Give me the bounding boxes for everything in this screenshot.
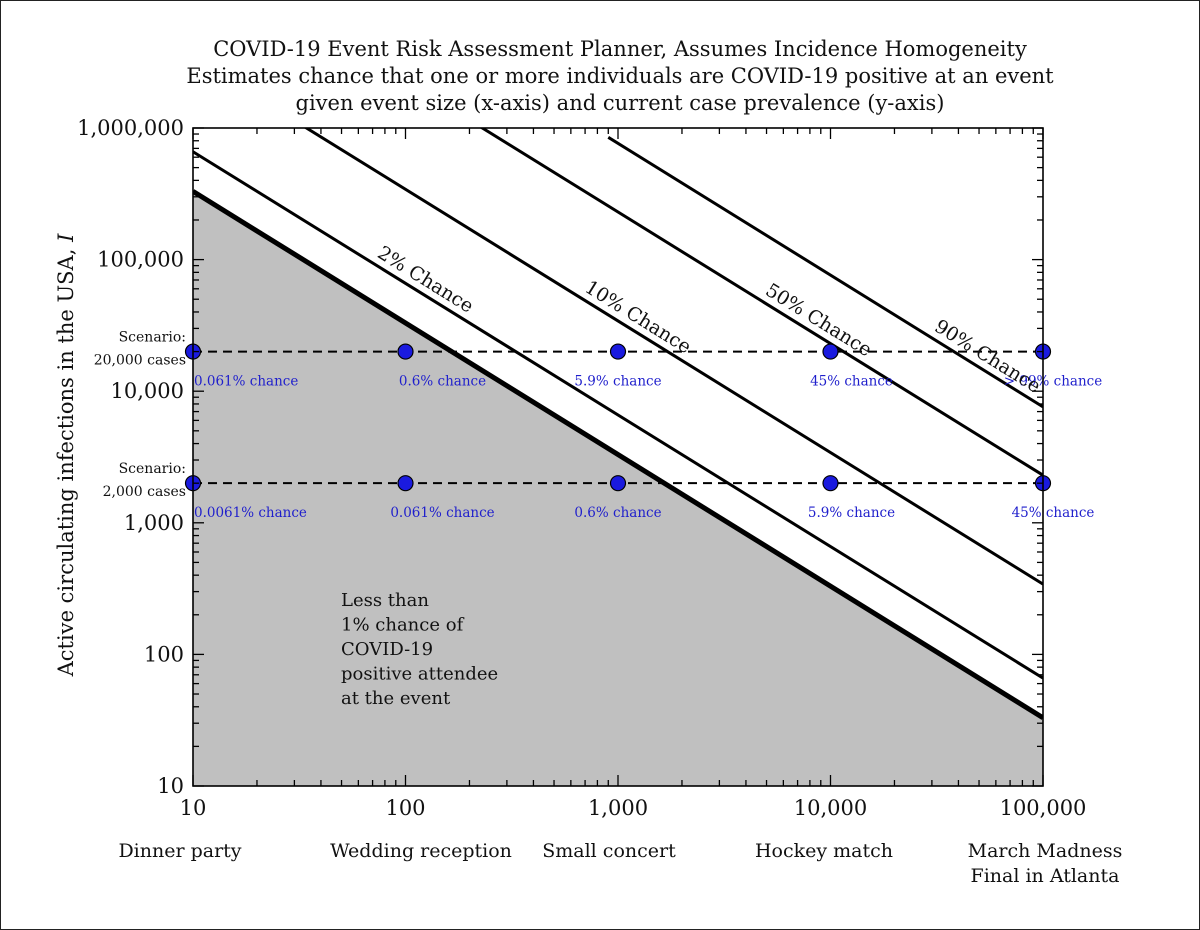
risk-line-10-chance [303, 128, 1043, 586]
scenario-point-label: 0.6% chance [574, 505, 661, 521]
region-note-line: positive attendee [341, 664, 498, 685]
x-tick-label: 10,000 [794, 796, 867, 820]
scenario-point-label: 45% chance [810, 374, 893, 390]
x-tick-label: 10 [180, 796, 207, 820]
event-category-label: Hockey match [755, 840, 893, 862]
risk-line-90-chance [607, 136, 1043, 409]
event-category-label: Wedding reception [330, 840, 512, 862]
scenario-point-label: 5.9% chance [574, 374, 661, 390]
region-note-line: Less than [341, 590, 429, 611]
event-category-label: Final in Atlanta [971, 865, 1120, 887]
risk-line-label: 90% Chance [931, 315, 1045, 397]
scenario-point-label: 0.061% chance [390, 505, 494, 521]
y-axis-label-symbol: I [54, 233, 78, 243]
scenario-point-label: > 99% chance [1004, 374, 1102, 390]
region-note-line: 1% chance of [341, 615, 465, 636]
scenario-point-label: 0.6% chance [399, 374, 486, 390]
risk-line-50-chance [479, 128, 1043, 477]
x-tick-label: 100 [385, 796, 425, 820]
y-tick-label: 10 [157, 774, 184, 798]
x-tick-label: 1,000 [588, 796, 648, 820]
y-tick-label: 100 [144, 642, 184, 666]
scenario-point-label: 45% chance [1012, 505, 1095, 521]
scenario-point [397, 343, 414, 360]
risk-line-2-chance [193, 150, 1043, 680]
event-category-label: Small concert [542, 840, 676, 862]
chart-title-line: COVID-19 Event Risk Assessment Planner, … [213, 37, 1027, 61]
region-note-line: at the event [341, 688, 451, 709]
y-axis-label-text: Active circulating infections in the USA… [54, 242, 78, 677]
scenario-label: 2,000 cases [103, 484, 186, 500]
scenario-point-label: 0.0061% chance [194, 505, 307, 521]
scenario-point-label: 5.9% chance [808, 505, 895, 521]
scenario-label: Scenario: [119, 461, 186, 477]
risk-line-label: 2% Chance [374, 242, 478, 318]
scenario-point [822, 475, 839, 492]
region-note-line: COVID-19 [341, 639, 433, 660]
scenario-label: Scenario: [119, 330, 186, 346]
event-category-label: Dinner party [118, 840, 241, 862]
chart-title-line: given event size (x-axis) and current ca… [296, 91, 945, 115]
risk-line-1-chance [193, 189, 1043, 720]
scenario-point-label: 0.061% chance [194, 374, 298, 390]
scenario-point [822, 343, 839, 360]
y-tick-label: 1,000 [124, 511, 184, 535]
y-tick-label: 1,000,000 [77, 116, 184, 140]
scenario-point [397, 475, 414, 492]
chart-title-line: Estimates chance that one or more indivi… [186, 64, 1054, 88]
y-tick-label: 10,000 [111, 379, 184, 403]
y-axis-label: Active circulating infections in the USA… [54, 233, 78, 677]
scenario-point [609, 475, 627, 492]
event-category-label: March Madness [968, 840, 1123, 862]
risk-line-label: 10% Chance [581, 276, 695, 358]
scenario-point [609, 343, 627, 360]
x-tick-label: 100,000 [1000, 796, 1087, 820]
scenario-label: 20,000 cases [94, 353, 186, 369]
y-tick-label: 100,000 [97, 248, 184, 272]
